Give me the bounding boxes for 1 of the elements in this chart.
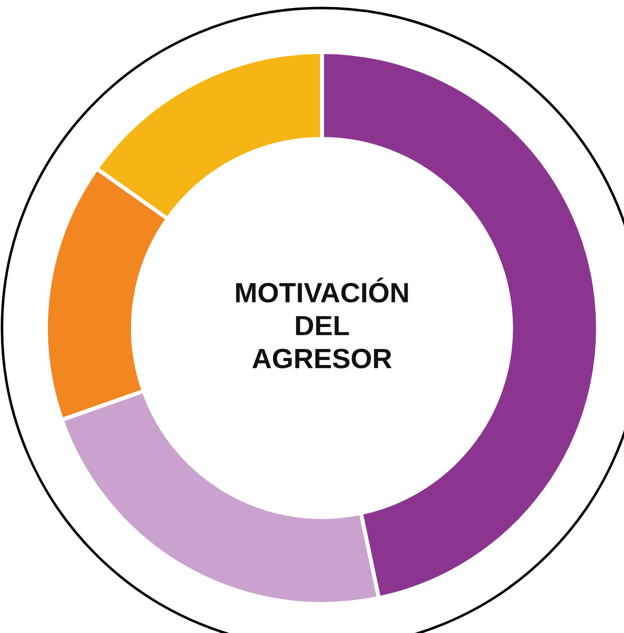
text: MOTIVACIÓN DEL AGRESOR (236, 278, 408, 368)
